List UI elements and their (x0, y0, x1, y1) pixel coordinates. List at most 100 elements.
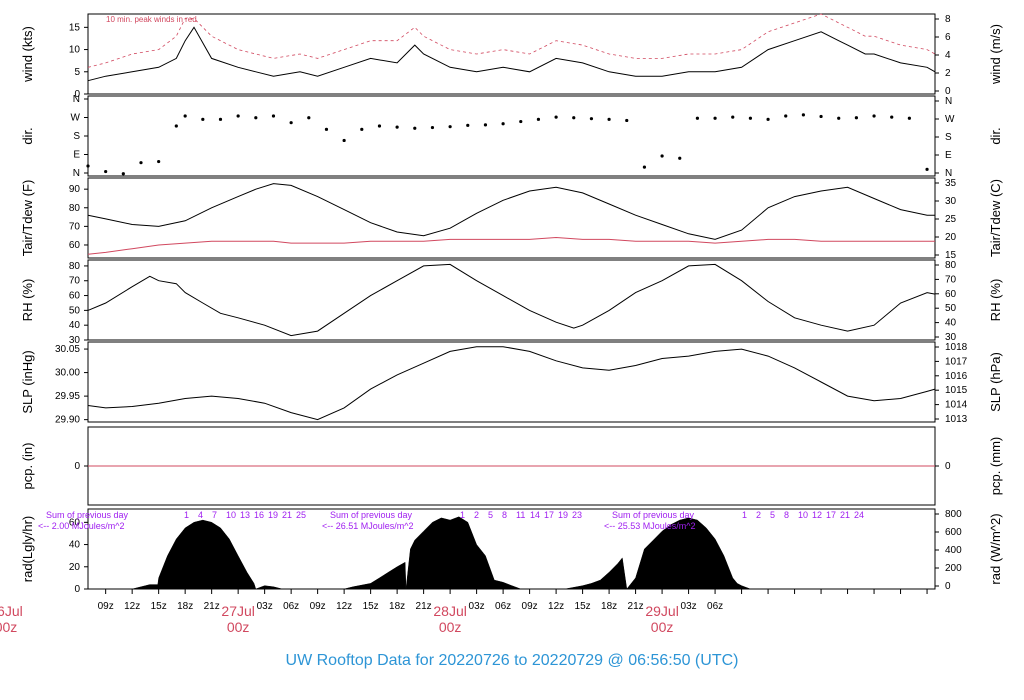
dir-point (254, 116, 258, 120)
right-tick-label: 800 (945, 509, 962, 520)
x-hour-label: 15z (575, 601, 591, 612)
rad-hour-mark: 17 (826, 510, 836, 520)
slp-frame (87, 341, 936, 423)
right-tick-label: E (945, 150, 952, 161)
left-tick-label: 0 (74, 461, 80, 472)
left-tick-label: E (73, 150, 80, 161)
dir-point (104, 169, 108, 174)
right-tick-label: 70 (945, 274, 957, 285)
dir-point (183, 114, 187, 118)
right-tick-label: 2 (945, 68, 951, 79)
dir-point (872, 114, 876, 118)
dir-point (448, 125, 452, 129)
rad-hour-mark: 1 (742, 510, 747, 520)
dir-point (157, 159, 161, 164)
left-tick-label: N (73, 168, 80, 179)
dir-point (695, 116, 700, 120)
x-hour-label: 09z (98, 601, 114, 612)
left-axis-title: dir. (20, 127, 35, 144)
right-axis-title: dir. (988, 127, 1003, 144)
right-tick-label: 35 (945, 178, 957, 189)
rad-sum-label: Sum of previous day (612, 510, 695, 520)
left-axis-title: pcp. (in) (20, 443, 35, 490)
rad-hour-mark: 19 (268, 510, 278, 520)
rad-hour-mark: 2 (756, 510, 761, 520)
x-hour-label: 09z (522, 601, 538, 612)
right-tick-label: 600 (945, 527, 962, 538)
dir-point (360, 127, 364, 131)
left-tick-label: 0 (74, 89, 80, 100)
dir-point (660, 154, 664, 158)
left-tick-label: 30 (69, 335, 81, 346)
x-day-label: 28Jul (433, 603, 466, 619)
rad-hour-mark: 10 (226, 510, 236, 520)
rad-area (88, 516, 822, 590)
right-tick-label: 30 (945, 332, 957, 343)
rad-hour-mark: 12 (812, 510, 822, 520)
rad-hour-mark: 5 (770, 510, 775, 520)
x-hour-label: 06z (283, 601, 299, 612)
x-hour-label: 15z (151, 601, 167, 612)
dir-point (501, 122, 505, 126)
dir-point (139, 161, 143, 165)
right-axis-title: RH (%) (988, 279, 1003, 322)
dir-point (642, 165, 647, 169)
dir-point (607, 117, 611, 121)
dir-point (324, 127, 329, 131)
right-axis-title: Tair/Tdew (C) (988, 179, 1003, 257)
right-tick-label: 1017 (945, 356, 968, 367)
right-tick-label: 15 (945, 250, 957, 261)
rad-hour-mark: 21 (840, 510, 850, 520)
dir-point (395, 125, 399, 129)
dir-point (572, 116, 576, 120)
rad-sum-label: Sum of previous day (46, 510, 129, 520)
right-tick-label: 0 (945, 461, 951, 472)
rad-hour-mark: 23 (572, 510, 582, 520)
right-tick-label: 0 (945, 86, 951, 97)
right-tick-label: 1016 (945, 371, 968, 382)
dir-point (121, 172, 125, 176)
x-day-label: 26Jul (0, 603, 23, 619)
rad-hour-mark: 13 (240, 510, 250, 520)
rad-hour-mark: 4 (198, 510, 203, 520)
rad-hour-mark: 11 (516, 510, 525, 520)
dir-point (519, 119, 523, 124)
left-tick-label: 90 (69, 184, 81, 195)
right-tick-label: 80 (945, 260, 957, 271)
x-day-time-label: 00z (651, 619, 674, 635)
rad-hour-mark: 8 (784, 510, 789, 520)
rad-sum-value: <-- 2.00 MJoules/m^2 (38, 521, 125, 531)
left-tick-label: 60 (69, 291, 81, 302)
x-hour-label: 18z (601, 601, 617, 612)
x-day-label: 29Jul (645, 603, 678, 619)
right-tick-label: 200 (945, 563, 962, 574)
x-axis: 09z 12z 15z 18z 21z 03z 06z 09z 12z 15z 18z 21z 03z 0… (0, 588, 935, 635)
rad-sum-label: Sum of previous day (330, 510, 413, 520)
dir-point (174, 124, 178, 128)
left-tick-label: N (73, 94, 80, 105)
dir-point (483, 123, 488, 127)
dir-point (413, 126, 417, 130)
rad-hour-mark: 19 (558, 510, 568, 520)
left-tick-label: 40 (69, 320, 81, 331)
dir-point (801, 113, 806, 117)
rad-hour-mark: 25 (296, 510, 306, 520)
x-hour-label: 06z (495, 601, 511, 612)
left-tick-label: 70 (69, 276, 81, 287)
dir-point (342, 138, 346, 143)
rad-hour-mark: 1 (184, 510, 189, 520)
rad-hour-mark: 5 (488, 510, 493, 520)
right-tick-label: 8 (945, 14, 951, 25)
left-tick-label: 60 (69, 517, 81, 528)
x-hour-label: 18z (177, 601, 193, 612)
right-tick-label: S (945, 132, 952, 143)
dir-point (819, 114, 823, 119)
x-hour-label: 15z (363, 601, 379, 612)
temp-series-Tdew (87, 236, 935, 255)
right-tick-label: 25 (945, 214, 957, 225)
x-hour-label: 03z (681, 601, 697, 612)
wind-series-wind (87, 26, 936, 82)
right-tick-label: 1018 (945, 342, 968, 353)
left-tick-label: 15 (69, 22, 81, 33)
